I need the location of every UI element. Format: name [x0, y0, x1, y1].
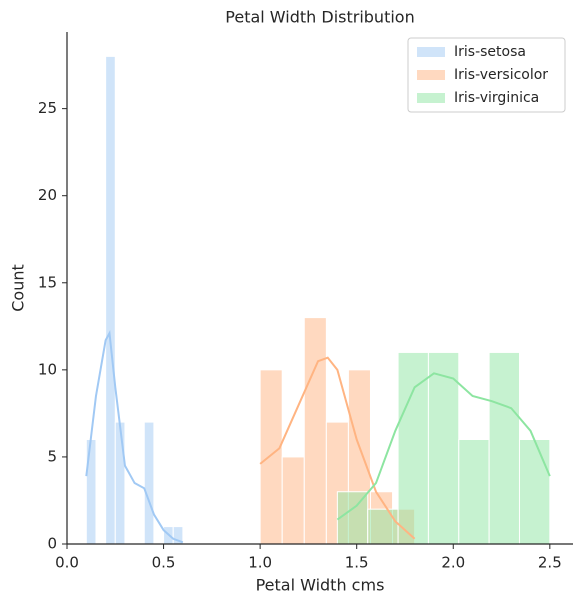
histogram-bar [458, 439, 490, 545]
legend-swatch [417, 70, 445, 80]
histogram-bar [85, 439, 97, 545]
histogram-bar [336, 491, 369, 545]
x-tick-label: 1.0 [248, 554, 272, 572]
histogram-bar [259, 369, 283, 545]
kde-line [336, 372, 551, 521]
y-tick-label: 20 [38, 186, 57, 204]
y-tick-label: 15 [38, 273, 57, 291]
legend-label: Iris-virginica [454, 90, 539, 106]
kde-line [259, 356, 416, 540]
histogram-bar [397, 351, 429, 545]
histogram-bar [143, 421, 155, 545]
histogram-bar [427, 351, 460, 545]
histogram-bar [518, 439, 551, 545]
legend: Iris-setosa Iris-versicolor Iris-virginica [407, 37, 566, 113]
legend-swatch [417, 93, 445, 103]
y-tick-label: 0 [47, 535, 57, 553]
histogram-bar [114, 421, 126, 545]
legend-label: Iris-setosa [454, 44, 526, 60]
histogram-bar [281, 456, 305, 545]
y-tick-label: 10 [38, 360, 57, 378]
y-tick-label: 25 [38, 99, 57, 117]
legend-box [407, 37, 566, 113]
histogram-bar [303, 317, 327, 545]
x-tick-label: 0.0 [55, 554, 79, 572]
histogram-bar [367, 508, 399, 545]
kde-line [85, 330, 184, 544]
legend-label: Iris-versicolor [454, 67, 548, 83]
legend-swatch [417, 47, 445, 57]
y-tick-label: 5 [47, 447, 57, 465]
histogram-bar [105, 55, 116, 545]
x-axis-label: Petal Width cms [256, 576, 385, 595]
y-axis-label: Count [9, 264, 28, 312]
x-tick-label: 2.5 [538, 554, 562, 572]
x-tick-label: 1.5 [345, 554, 369, 572]
histogram-bar [488, 351, 520, 545]
x-tick-label: 2.0 [441, 554, 465, 572]
chart-title: Petal Width Distribution [225, 8, 414, 27]
x-tick-label: 0.5 [152, 554, 176, 572]
